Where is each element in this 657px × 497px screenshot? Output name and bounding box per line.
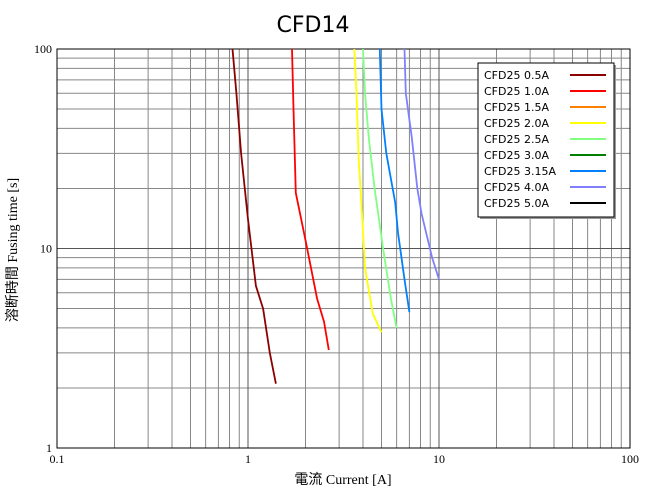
legend-label: CFD25 0.5A <box>484 69 549 82</box>
legend-label: CFD25 3.15A <box>484 165 556 178</box>
legend-label: CFD25 4.0A <box>484 181 549 194</box>
series-lines <box>231 48 440 384</box>
series-line <box>378 48 411 313</box>
x-tick-label: 10 <box>433 452 445 466</box>
x-tick-label: 0.1 <box>50 452 65 466</box>
x-tick-labels: 0.1 1 10 100 <box>50 452 640 466</box>
x-axis-label: 電流 Current [A] <box>294 472 391 488</box>
legend-label: CFD25 5.0A <box>484 197 549 210</box>
plot-frame <box>56 48 631 449</box>
y-tick-labels: 1 10 100 <box>34 42 52 455</box>
y-tick-label: 10 <box>40 242 52 256</box>
legend-label: CFD25 1.5A <box>484 101 549 114</box>
legend-label: CFD25 2.0A <box>484 117 549 130</box>
legend-label: CFD25 3.0A <box>484 149 549 162</box>
y-tick-label: 1 <box>46 441 52 455</box>
series-line <box>231 48 277 384</box>
legend-label: CFD25 2.5A <box>484 133 549 146</box>
x-tick-label: 1 <box>245 452 251 466</box>
legend-label: CFD25 1.0A <box>484 85 549 98</box>
series-line <box>362 48 398 329</box>
series-line <box>353 48 383 333</box>
series-line <box>291 48 330 351</box>
y-axis-label: 溶断時間 Fusing time [s] <box>5 178 21 322</box>
x-tick-label: 100 <box>621 452 639 466</box>
chart-title: CFD14 <box>277 13 350 38</box>
series-line <box>403 48 440 280</box>
legend: CFD25 0.5A CFD25 1.0A CFD25 1.5A CFD25 2.0A… <box>477 62 616 219</box>
y-tick-label: 100 <box>34 42 52 56</box>
